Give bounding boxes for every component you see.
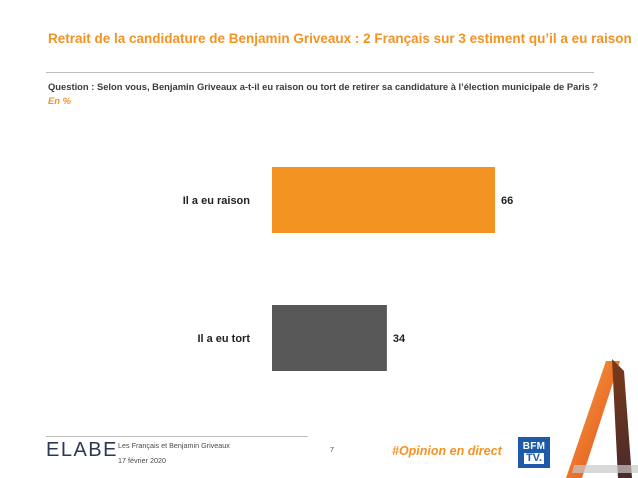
category-label-1: Il a eu tort xyxy=(197,333,250,345)
bar-chart: Il a eu raison 66 Il a eu tort 34 xyxy=(183,167,513,371)
header-divider xyxy=(46,72,594,73)
bar-0 xyxy=(272,167,495,233)
page-number: 7 xyxy=(330,445,334,454)
brand-triangle-icon xyxy=(566,359,638,478)
value-label-1: 34 xyxy=(393,333,406,345)
survey-question: Question : Selon vous, Benjamin Griveaux… xyxy=(48,81,599,92)
bfmtv-logo-line1: BFM xyxy=(522,440,546,452)
bfmtv-logo: BFM TV. xyxy=(518,437,550,468)
hashtag: #Opinion en direct xyxy=(392,444,502,458)
category-label-0: Il a eu raison xyxy=(183,195,251,207)
bfmtv-logo-line2: TV. xyxy=(523,451,545,464)
study-date: 17 février 2020 xyxy=(118,456,166,465)
elabe-logo: ELABE xyxy=(46,439,118,461)
page-title: Retrait de la candidature de Benjamin Gr… xyxy=(48,31,632,46)
study-name: Les Français et Benjamin Griveaux xyxy=(118,441,230,450)
footer-divider xyxy=(46,436,308,437)
bar-1 xyxy=(272,305,387,371)
value-label-0: 66 xyxy=(501,195,513,207)
unit-label: En % xyxy=(48,95,71,106)
